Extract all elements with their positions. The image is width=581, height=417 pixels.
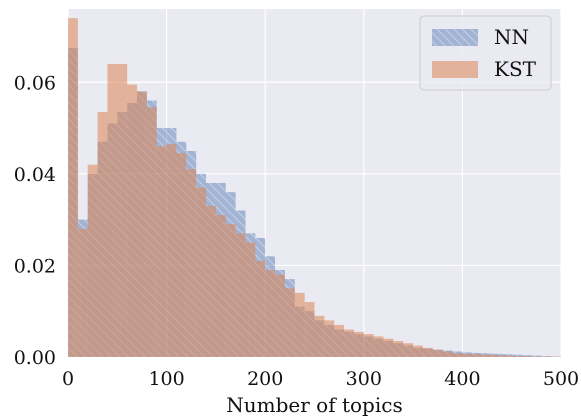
bar-kst-360 [422,347,433,357]
legend: NN KST [419,15,552,91]
y-tick-label: 0.02 [14,255,56,277]
bar-kst-440 [501,355,512,357]
legend-swatch-kst [432,61,478,78]
bar-kst-400 [462,353,473,357]
bar-kst-230 [294,292,305,357]
legend-swatch-nn [432,29,478,46]
y-tick-label: 0.06 [14,72,56,94]
bar-kst-220 [284,288,295,357]
bar-kst-260 [324,320,335,357]
bar-kst-150 [215,215,226,357]
bar-kst-40 [107,63,118,358]
bar-kst-390 [452,353,463,357]
bar-kst-280 [344,329,354,357]
x-tick-label: 300 [346,368,382,390]
bar-kst-320 [383,338,394,357]
x-tick-label: 0 [62,368,74,390]
x-tick-label: 100 [148,368,184,390]
y-tick-label: 0.04 [14,164,56,186]
bar-kst-20 [87,164,98,357]
bar-kst-430 [491,355,502,357]
bar-nn-450 [511,354,522,357]
series-kst-bars [68,18,561,358]
bar-kst-100 [166,144,177,357]
bar-kst-270 [334,324,345,357]
bar-nn-470 [531,355,542,357]
bar-kst-10 [77,228,88,357]
bar-kst-190 [255,260,266,357]
bar-kst-80 [146,107,157,358]
bar-kst-240 [304,302,315,357]
x-tick-label: 400 [444,368,480,390]
bar-kst-180 [245,242,256,357]
bar-kst-160 [225,224,236,357]
bar-kst-410 [472,354,483,357]
bar-kst-380 [442,351,453,357]
bar-kst-0 [68,18,78,357]
bar-kst-170 [235,233,246,357]
bar-kst-340 [403,343,414,357]
x-tick-label: 200 [247,368,283,390]
bar-kst-370 [432,349,443,357]
bar-kst-210 [275,274,285,357]
bar-kst-90 [156,146,167,357]
legend-label-nn: NN [494,25,529,49]
bar-kst-460 [521,356,532,357]
bar-kst-50 [117,63,128,358]
bar-kst-70 [137,91,147,357]
bar-kst-200 [265,270,276,357]
y-tick-label: 0.00 [14,347,56,369]
bar-kst-450 [511,356,522,357]
bar-kst-310 [373,336,384,357]
x-axis-title: Number of topics [226,393,402,417]
legend-label-kst: KST [494,57,537,81]
bar-kst-120 [186,169,197,357]
bar-kst-30 [97,112,108,358]
x-tick-label: 500 [543,368,579,390]
tick-labels: 0 100 200 300 400 500 0.00 0.02 0.04 0.06 [14,72,579,390]
bar-kst-250 [314,315,325,357]
bar-kst-140 [206,205,216,357]
bar-kst-60 [127,84,138,357]
bar-kst-300 [363,334,374,357]
bar-kst-350 [413,345,423,357]
bar-kst-130 [196,187,207,357]
bar-kst-290 [353,331,364,357]
bar-kst-330 [393,340,404,357]
bar-kst-420 [482,354,492,357]
bar-kst-110 [176,153,187,357]
